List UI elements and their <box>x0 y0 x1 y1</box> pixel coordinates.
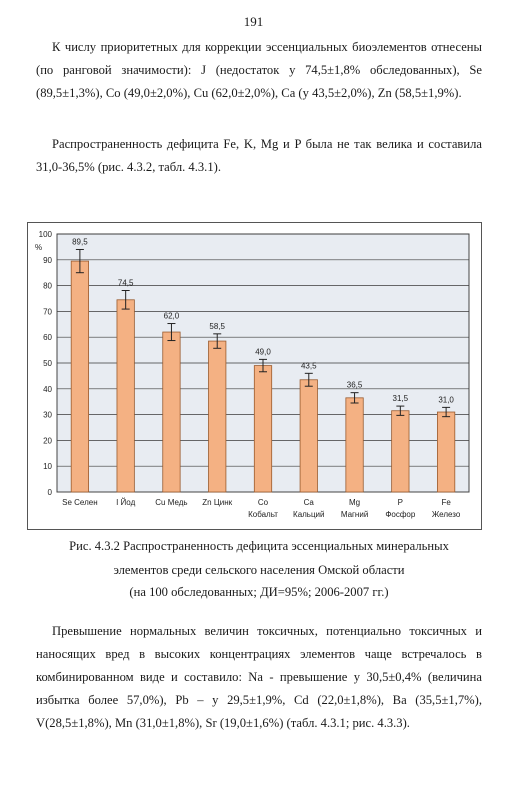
paragraph-text: К числу приоритетных для коррекции эссен… <box>36 40 482 100</box>
x-tick-label: Кобальт <box>248 510 278 519</box>
x-tick-label: Fe <box>441 498 451 507</box>
data-label: 43,5 <box>301 361 317 370</box>
data-label: 36,5 <box>347 381 363 390</box>
y-tick-label: 40 <box>43 385 52 394</box>
data-label: 58,5 <box>209 322 225 331</box>
x-tick-label: Zn Цинк <box>202 498 232 507</box>
x-tick-label: Co <box>258 498 269 507</box>
data-label: 74,5 <box>118 279 134 288</box>
y-tick-label: 0 <box>48 488 53 497</box>
figure-caption-line-2: элементов среди сельского населения Омск… <box>113 563 405 577</box>
y-axis-label: % <box>35 243 42 252</box>
paragraph-text: Превышение нормальных величин токсичных,… <box>36 624 482 730</box>
bar <box>437 411 456 493</box>
x-tick-label: I Йод <box>116 498 135 507</box>
x-tick-label: Ca <box>304 498 315 507</box>
bar <box>162 331 181 493</box>
y-tick-label: 60 <box>43 333 52 342</box>
paragraph-toxic-elements: Превышение нормальных величин токсичных,… <box>36 620 482 735</box>
bar <box>208 340 227 493</box>
x-tick-label: Cu Медь <box>155 498 187 507</box>
y-tick-label: 70 <box>43 307 52 316</box>
x-tick-label: Железо <box>432 510 461 519</box>
figure-caption-line-3: (на 100 обследованных; ДИ=95%; 2006-2007… <box>129 585 389 599</box>
data-label: 62,0 <box>164 312 180 321</box>
x-tick-label: Фосфор <box>385 510 416 519</box>
paragraph-text: Распространенность дефицита Fe, K, Mg и … <box>36 137 482 174</box>
y-tick-label: 20 <box>43 436 52 445</box>
x-tick-label: Магний <box>341 510 368 519</box>
bar <box>70 260 89 493</box>
y-tick-label: 50 <box>43 359 52 368</box>
page-number: 191 <box>243 14 264 29</box>
deficit-bar-chart: 0 10 20 30 40 50 60 70 80 90 100% 89,5 Se Селен 74,5 I… <box>27 222 482 530</box>
bar <box>299 379 318 493</box>
y-tick-label: 80 <box>43 282 52 291</box>
y-tick-label: 90 <box>43 256 52 265</box>
data-label: 31,5 <box>393 394 409 403</box>
y-tick-label: 100 <box>39 230 53 239</box>
x-tick-label: Se Селен <box>62 498 98 507</box>
x-tick-label: Mg <box>349 498 360 507</box>
x-tick-label: Кальций <box>293 510 324 519</box>
y-tick-label: 10 <box>43 462 52 471</box>
x-tick-label: P <box>398 498 403 507</box>
bar <box>345 397 364 493</box>
paragraph-priority-elements: К числу приоритетных для коррекции эссен… <box>36 36 482 105</box>
chart-svg: 0 10 20 30 40 50 60 70 80 90 100% 89,5 Se Селен 74,5 I… <box>27 222 482 530</box>
data-label: 49,0 <box>255 347 271 356</box>
figure-caption-line-1: Рис. 4.3.2 Распространенность дефицита э… <box>69 539 449 553</box>
bar <box>253 365 273 493</box>
paragraph-deficit-prevalence: Распространенность дефицита Fe, K, Mg и … <box>36 133 482 179</box>
bar <box>391 410 410 493</box>
bar <box>116 299 135 493</box>
data-label: 31,0 <box>438 395 454 404</box>
y-tick-label: 30 <box>43 411 52 420</box>
data-label: 89,5 <box>72 237 88 246</box>
